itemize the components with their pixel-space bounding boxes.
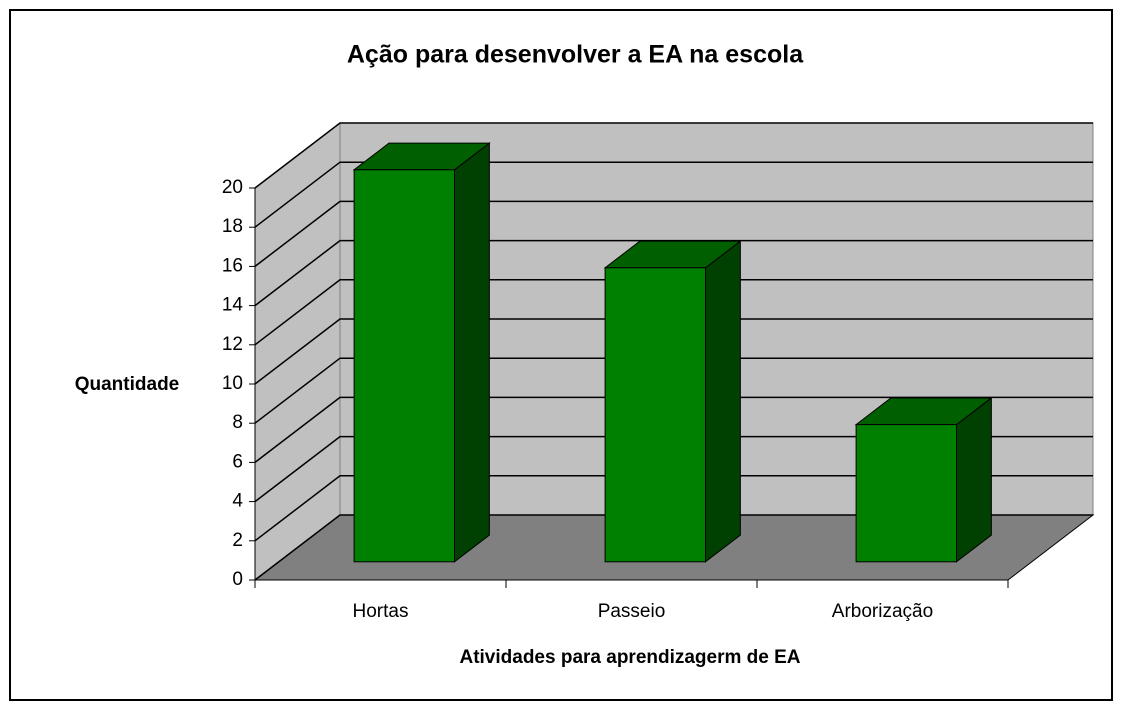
- grid-line: [254, 239, 1093, 307]
- chart-title: Ação para desenvolver a EA na escola: [347, 41, 804, 69]
- y-tick-label: 0: [232, 569, 243, 590]
- bar-side: [705, 240, 741, 563]
- x-tick-label: Arborização: [832, 601, 933, 622]
- y-tick-label: 4: [232, 491, 243, 512]
- y-axis-label: Quantidade: [75, 374, 180, 395]
- x-axis-label: Atividades para aprendizagerm de EA: [459, 647, 800, 668]
- grid-line: [254, 475, 1093, 542]
- y-tick-label: 16: [222, 255, 243, 276]
- y-tick-label: 6: [232, 451, 243, 472]
- grid-line: [254, 318, 1093, 385]
- y-tick-label: 10: [222, 373, 243, 394]
- y-tick-label: 18: [222, 216, 243, 237]
- grid-line: [254, 514, 1093, 581]
- bar-side: [454, 142, 490, 563]
- y-tick-label: 14: [222, 295, 244, 316]
- bar-side: [956, 396, 992, 563]
- bar: [604, 267, 706, 563]
- y-tick-label: 8: [232, 412, 243, 433]
- grid-line: [254, 279, 1093, 346]
- y-tick-label: 20: [222, 177, 243, 198]
- bar: [855, 424, 957, 563]
- grid-line: [254, 161, 1093, 228]
- x-tick-label: Passeio: [598, 601, 666, 622]
- y-tick-label: 12: [222, 334, 243, 355]
- grid-line: [254, 396, 1093, 463]
- grid-line: [254, 122, 1093, 189]
- y-tick-label: 2: [232, 530, 243, 551]
- x-tick-label: Hortas: [353, 601, 409, 622]
- grid-line: [254, 435, 1093, 503]
- grid-line: [254, 357, 1093, 424]
- grid-line: [254, 200, 1093, 267]
- bar: [353, 169, 456, 563]
